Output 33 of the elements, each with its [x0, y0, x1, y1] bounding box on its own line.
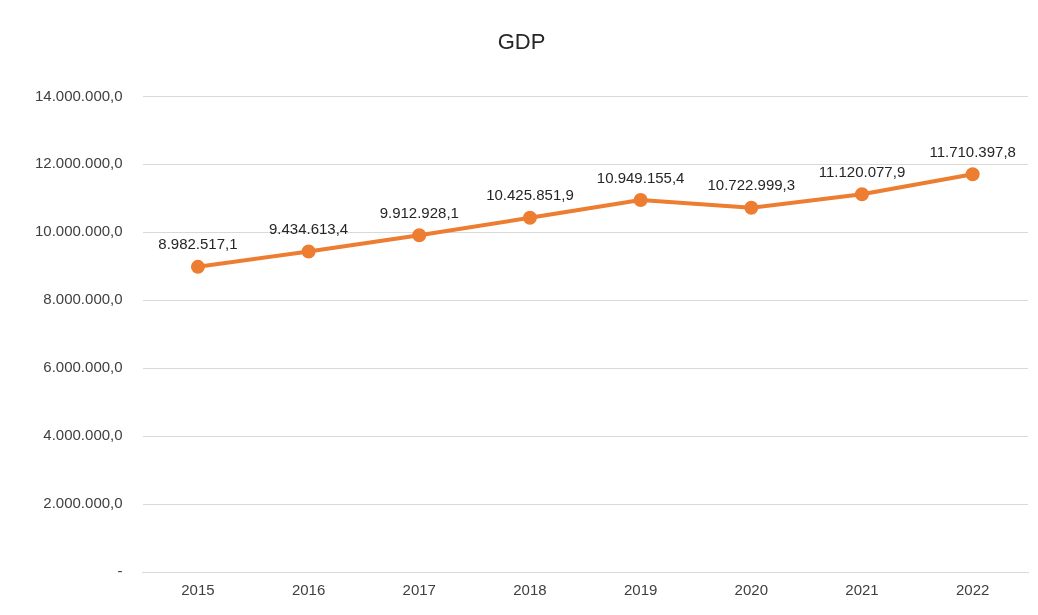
y-tick-label: 10.000.000,0 — [34, 222, 123, 240]
y-tick-label: 6.000.000,0 — [43, 358, 123, 376]
x-tick-label: 2021 — [845, 581, 879, 599]
data-label: 10.425.851,9 — [486, 186, 574, 204]
x-tick-label: 2015 — [181, 581, 215, 599]
x-tick-label: 2020 — [734, 581, 768, 599]
y-tick-label: 8.000.000,0 — [43, 290, 123, 308]
x-tick-label: 2019 — [623, 581, 658, 599]
data-label: 11.120.077,9 — [818, 162, 906, 180]
point — [965, 167, 980, 182]
chart-title: GDP — [497, 29, 546, 55]
point — [412, 228, 427, 243]
x-tick-label: 2018 — [513, 581, 547, 599]
x-tick-label: 2017 — [402, 581, 436, 599]
y-tick-label: 2.000.000,0 — [43, 494, 123, 512]
x-tick-label: 2016 — [291, 581, 326, 599]
point — [744, 200, 759, 215]
data-label: 11.710.397,8 — [929, 142, 1016, 160]
point — [633, 193, 648, 208]
data-label: 8.982.517,1 — [158, 235, 238, 253]
data-label: 9.912.928,1 — [379, 203, 459, 221]
point — [301, 244, 316, 259]
data-label: 9.434.613,4 — [268, 220, 349, 238]
y-tick-label: 14.000.000,0 — [34, 86, 123, 104]
data-label: 10.949.155,4 — [596, 168, 685, 186]
data-label: 10.722.999,3 — [707, 176, 796, 194]
point — [190, 259, 205, 274]
y-tick-label: 12.000.000,0 — [34, 154, 123, 172]
y-tick-label: - — [117, 562, 123, 580]
x-tick-label: 2022 — [955, 581, 990, 599]
point — [522, 210, 537, 225]
point — [854, 187, 869, 202]
y-tick-label: 4.000.000,0 — [43, 426, 123, 444]
